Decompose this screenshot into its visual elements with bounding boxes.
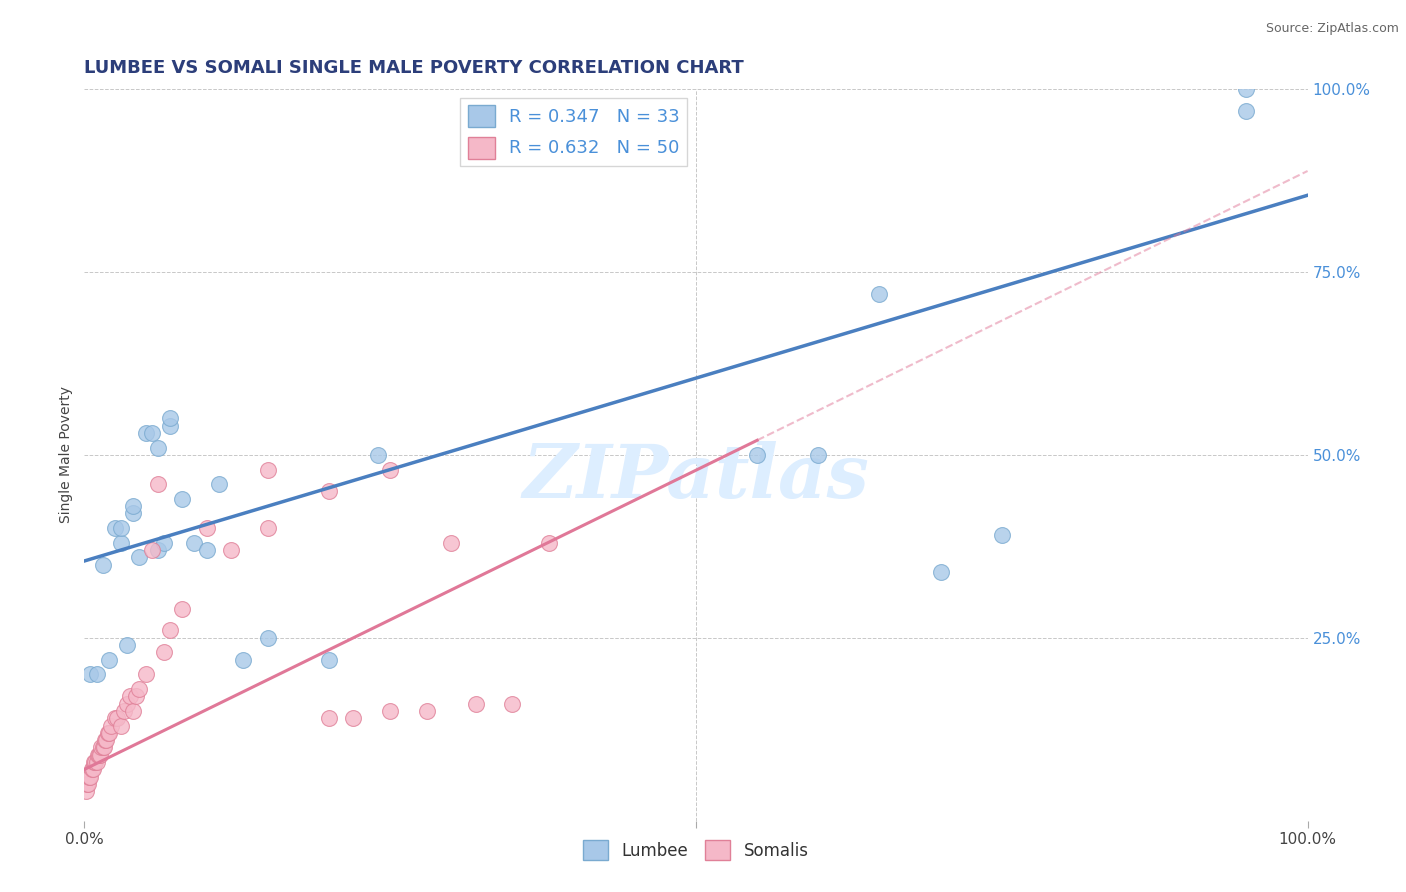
Point [110,718,132,732]
Text: LUMBEE VS SOMALI SINGLE MALE POVERTY CORRELATION CHART: LUMBEE VS SOMALI SINGLE MALE POVERTY COR… [84,59,744,77]
Point [97,726,120,740]
Point [79,667,101,681]
Point [232,653,254,667]
Point [83,755,105,769]
Point [172,601,194,615]
Point [86,755,108,769]
Point [153,535,176,549]
Point [440,535,463,549]
Point [105,711,128,725]
Point [104,711,127,725]
Point [80,763,103,777]
Point [172,491,194,506]
Point [257,521,280,535]
Point [1236,82,1258,96]
Point [159,411,181,425]
Point [87,747,110,762]
Point [135,667,157,681]
Point [118,690,141,704]
Point [76,777,98,791]
Point [94,733,117,747]
Point [77,777,100,791]
Point [90,740,112,755]
Point [141,543,163,558]
Point [93,740,115,755]
Point [86,667,108,681]
Point [122,499,145,513]
Point [110,535,132,549]
Point [100,718,122,732]
Point [135,425,157,440]
Point [128,681,150,696]
Point [91,740,114,755]
Point [141,425,163,440]
Point [97,726,120,740]
Point [183,535,205,549]
Legend: Lumbee, Somalis: Lumbee, Somalis [576,833,815,867]
Point [122,507,145,521]
Point [219,543,242,558]
Point [115,697,138,711]
Point [502,697,524,711]
Y-axis label: Single Male Poverty: Single Male Poverty [59,386,73,524]
Point [112,704,135,718]
Point [89,747,111,762]
Point [416,704,439,718]
Point [380,462,402,476]
Point [195,521,218,535]
Point [464,697,486,711]
Point [91,558,114,572]
Point [159,624,181,638]
Point [82,763,104,777]
Point [110,521,132,535]
Point [79,770,101,784]
Point [153,645,176,659]
Point [146,477,169,491]
Point [125,690,148,704]
Point [208,477,231,491]
Point [257,631,280,645]
Point [96,733,118,747]
Point [929,565,952,579]
Point [146,543,169,558]
Point [318,653,340,667]
Point [991,528,1014,542]
Point [380,704,402,718]
Point [318,711,340,725]
Point [122,704,145,718]
Point [87,747,110,762]
Point [869,287,891,301]
Point [195,543,218,558]
Text: Source: ZipAtlas.com: Source: ZipAtlas.com [1265,22,1399,36]
Point [97,653,120,667]
Point [115,638,138,652]
Point [77,770,100,784]
Point [318,484,340,499]
Point [807,448,830,462]
Point [367,448,389,462]
Point [84,755,107,769]
Point [75,784,97,798]
Point [146,441,169,455]
Point [1236,104,1258,119]
Point [128,550,150,565]
Point [538,535,561,549]
Point [104,521,127,535]
Text: ZIPatlas: ZIPatlas [523,441,869,513]
Point [342,711,364,725]
Point [747,448,769,462]
Point [159,418,181,433]
Point [257,462,280,476]
